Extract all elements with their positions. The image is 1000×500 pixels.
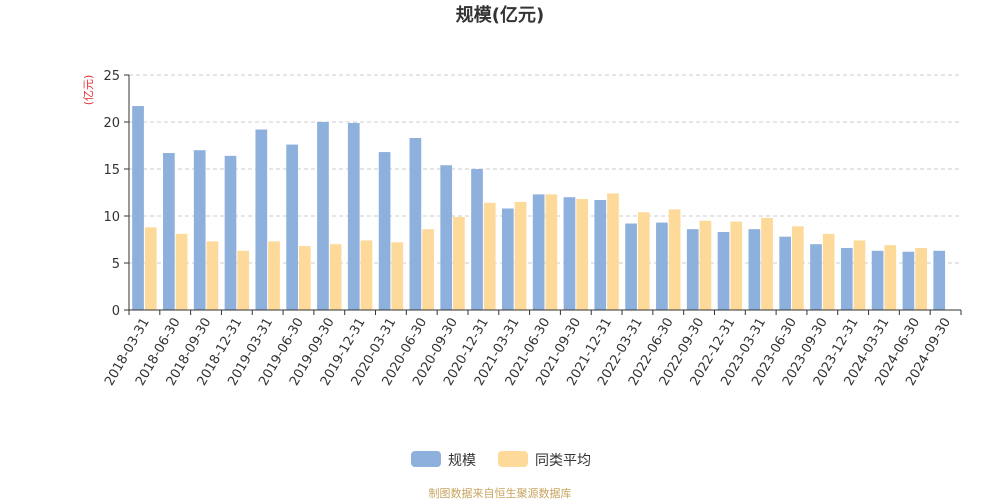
bar-category-avg[interactable] <box>298 246 311 310</box>
y-tick-label: 25 <box>103 69 120 84</box>
bar-category-avg[interactable] <box>175 233 188 310</box>
bar-scale[interactable] <box>163 153 175 310</box>
y-axis-label: (亿元) <box>82 75 95 106</box>
y-tick-label: 10 <box>103 210 120 225</box>
bar-scale[interactable] <box>594 200 607 310</box>
bar-scale[interactable] <box>501 208 514 310</box>
legend-label[interactable]: 规模 <box>448 453 476 469</box>
y-tick-label: 15 <box>103 163 120 178</box>
bar-scale[interactable] <box>686 229 699 310</box>
bar-category-avg[interactable] <box>206 241 219 310</box>
bar-scale[interactable] <box>748 229 761 310</box>
bar-scale[interactable] <box>840 247 853 310</box>
bar-category-avg[interactable] <box>668 209 681 310</box>
bar-scale[interactable] <box>902 251 915 310</box>
bar-category-avg[interactable] <box>453 216 465 310</box>
bar-category-avg[interactable] <box>360 240 373 310</box>
bar-category-avg[interactable] <box>422 229 434 310</box>
bar-scale[interactable] <box>871 250 884 310</box>
bar-scale[interactable] <box>625 223 637 310</box>
bar-scale[interactable] <box>347 122 360 310</box>
bar-category-avg[interactable] <box>792 226 804 310</box>
bar-scale[interactable] <box>317 122 329 310</box>
bar-category-avg[interactable] <box>268 241 280 310</box>
bar-category-avg[interactable] <box>884 245 897 310</box>
bar-scale[interactable] <box>286 144 298 310</box>
legend[interactable]: 规模 同类平均 <box>411 451 591 469</box>
bar-scale[interactable] <box>779 236 792 310</box>
bar-scale[interactable] <box>563 197 576 310</box>
bar-category-avg[interactable] <box>761 217 773 310</box>
bar-scale[interactable] <box>378 152 391 310</box>
bar-category-avg[interactable] <box>637 212 650 310</box>
bar-category-avg[interactable] <box>329 244 342 310</box>
bar-category-avg[interactable] <box>822 233 835 310</box>
grid <box>129 74 961 264</box>
legend-swatch[interactable] <box>498 451 528 467</box>
bar-scale[interactable] <box>810 244 822 310</box>
bar-category-avg[interactable] <box>483 202 496 310</box>
y-tick-label: 5 <box>112 257 120 272</box>
bar-category-avg[interactable] <box>607 193 619 310</box>
legend-label[interactable]: 同类平均 <box>535 453 591 469</box>
bar-category-avg[interactable] <box>576 199 589 310</box>
bar-scale[interactable] <box>717 231 730 310</box>
chart-title: 规模(亿元) <box>456 4 544 26</box>
bar-category-avg[interactable] <box>730 221 743 310</box>
bar-category-avg[interactable] <box>391 242 404 310</box>
bars <box>132 106 946 311</box>
bar-scale[interactable] <box>132 106 144 311</box>
bar-scale[interactable] <box>224 155 237 310</box>
bar-scale[interactable] <box>409 137 422 310</box>
bar-scale[interactable] <box>440 165 453 310</box>
bar-scale[interactable] <box>471 169 483 310</box>
bar-scale[interactable] <box>255 129 268 310</box>
bar-scale[interactable] <box>933 250 946 310</box>
y-tick-label: 20 <box>103 116 120 131</box>
bar-category-avg[interactable] <box>144 227 157 310</box>
bar-category-avg[interactable] <box>545 194 558 310</box>
source-text: 制图数据来自恒生聚源数据库 <box>429 486 572 500</box>
bar-scale[interactable] <box>193 150 206 310</box>
bar-scale[interactable] <box>532 194 545 310</box>
bar-category-avg[interactable] <box>853 240 866 310</box>
bar-scale[interactable] <box>656 222 668 310</box>
bar-category-avg[interactable] <box>915 247 927 310</box>
y-tick-label: 0 <box>112 304 120 319</box>
bar-category-avg[interactable] <box>514 201 527 310</box>
bar-category-avg[interactable] <box>237 250 250 310</box>
legend-swatch[interactable] <box>411 451 441 467</box>
bar-category-avg[interactable] <box>699 220 712 310</box>
